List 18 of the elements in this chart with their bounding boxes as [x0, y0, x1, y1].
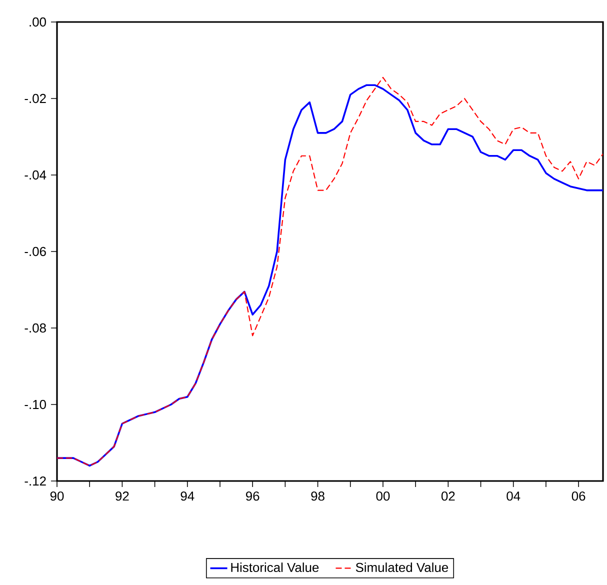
x-tick-label: 06 [572, 492, 586, 501]
x-tick-label: 92 [116, 492, 129, 501]
y-tick-label: .00 [30, 17, 46, 27]
x-tick-label: 98 [311, 492, 324, 501]
y-tick-label: -.06 [24, 246, 46, 256]
x-tick-label: 00 [376, 492, 390, 501]
y-tick-label: -.10 [24, 400, 46, 410]
x-tick-label: 96 [246, 492, 260, 501]
x-tick-label: 04 [506, 492, 520, 501]
x-tick-label: 02 [441, 492, 455, 501]
y-tick-label: -.02 [24, 94, 46, 104]
legend-label: Historical Value [231, 562, 319, 572]
x-tick-label: 94 [180, 492, 194, 501]
y-tick-label: -.12 [24, 476, 46, 486]
y-tick-label: -.08 [24, 323, 46, 333]
x-tick-label: 90 [50, 492, 64, 501]
y-tick-label: -.04 [24, 170, 46, 180]
legend-label: Simulated Value [356, 562, 448, 572]
